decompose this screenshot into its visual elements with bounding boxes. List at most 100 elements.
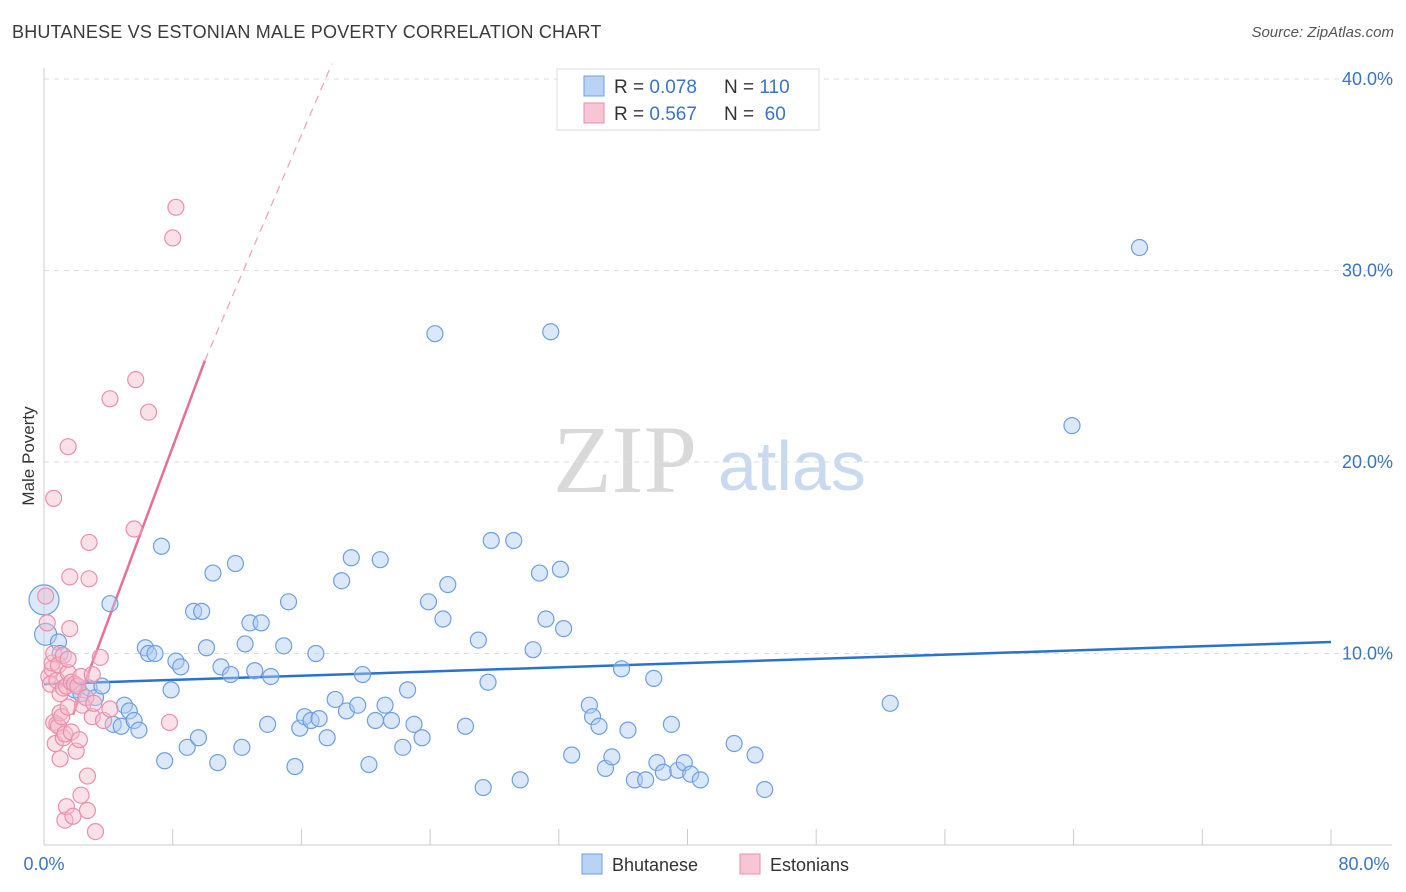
point-bhutanese	[603, 748, 621, 766]
point-bhutanese	[307, 644, 325, 663]
x-tick-label-max: 80.0%	[1338, 854, 1389, 874]
point-estonians	[37, 587, 55, 605]
point-bhutanese	[178, 738, 196, 756]
point-bhutanese	[93, 677, 111, 695]
point-bhutanese	[376, 696, 394, 714]
point-bhutanese	[371, 551, 389, 569]
legend-r-label: R =	[614, 104, 649, 125]
y-axis-label: Male Poverty	[19, 406, 38, 506]
point-bhutanese	[530, 564, 549, 582]
point-bhutanese	[474, 778, 492, 797]
point-bhutanese	[318, 729, 336, 747]
point-bhutanese	[146, 644, 164, 663]
y-tick-label-40: 40.0%	[1342, 69, 1393, 89]
point-bhutanese	[130, 721, 148, 739]
point-bhutanese	[1130, 238, 1149, 257]
svg-text:R = 0.567: R = 0.567	[614, 104, 697, 125]
point-bhutanese	[394, 738, 412, 756]
legend-n-label: N =	[724, 104, 759, 125]
point-bhutanese	[524, 641, 542, 659]
point-bhutanese	[413, 729, 431, 747]
point-bhutanese	[482, 531, 500, 550]
svg-text:N = 60: N = 60	[724, 104, 786, 125]
point-estonians	[125, 520, 143, 538]
point-estonians	[85, 694, 103, 712]
point-bhutanese	[648, 754, 666, 772]
point-bhutanese	[551, 560, 570, 578]
point-bhutanese	[542, 323, 560, 341]
grid-lines	[44, 78, 1392, 654]
point-estonians	[83, 665, 101, 684]
y-tick-label-10: 10.0%	[1342, 644, 1393, 664]
point-bhutanese	[333, 572, 351, 590]
point-bhutanese	[259, 715, 277, 733]
point-bhutanese	[275, 637, 293, 655]
point-bhutanese	[209, 754, 227, 772]
point-bhutanese	[1063, 417, 1081, 435]
series-bhutanese	[28, 238, 1149, 799]
legend-r-label: R =	[614, 77, 649, 98]
y-tick-label-30: 30.0%	[1342, 261, 1393, 281]
point-bhutanese	[349, 696, 367, 714]
point-estonians	[127, 371, 145, 389]
point-estonians	[38, 614, 56, 632]
svg-text:R = 0.078: R = 0.078	[614, 77, 697, 98]
point-bhutanese	[637, 771, 655, 789]
point-estonians	[64, 807, 82, 825]
point-estonians	[70, 731, 88, 749]
point-bhutanese	[156, 752, 174, 770]
point-bhutanese	[682, 765, 700, 783]
point-bhutanese	[456, 717, 475, 735]
point-estonians	[59, 438, 77, 456]
point-bhutanese	[262, 667, 280, 686]
point-bhutanese	[511, 771, 529, 789]
point-estonians	[72, 786, 90, 804]
point-estonians	[78, 801, 97, 820]
point-bhutanese	[612, 660, 631, 678]
point-bhutanese	[555, 620, 573, 638]
bottom-legend-label-bhutanese: Bhutanese	[612, 855, 698, 875]
point-estonians	[61, 620, 79, 638]
point-bhutanese	[286, 757, 304, 776]
point-bhutanese	[189, 729, 208, 747]
source-label: Source: ZipAtlas.com	[1251, 24, 1394, 41]
point-estonians	[59, 698, 77, 716]
point-bhutanese	[746, 746, 764, 764]
correlation-legend: R = 0.078 N = 110 R = 0.567 N = 60	[556, 68, 820, 131]
series-estonians	[37, 198, 185, 841]
y-tick-labels: 10.0% 20.0% 30.0% 40.0%	[1342, 69, 1393, 664]
point-bhutanese	[120, 702, 138, 720]
point-bhutanese	[725, 734, 743, 753]
point-bhutanese	[226, 554, 245, 573]
point-bhutanese	[654, 763, 672, 781]
legend-n-value: 60	[759, 104, 785, 125]
point-bhutanese	[583, 708, 602, 726]
svg-text:N = 110: N = 110	[724, 77, 790, 98]
legend-swatch-estonians	[583, 102, 605, 124]
point-bhutanese	[563, 746, 581, 764]
point-estonians	[86, 822, 105, 841]
point-bhutanese	[360, 755, 378, 774]
point-bhutanese	[172, 658, 190, 676]
point-bhutanese	[152, 537, 171, 555]
axes	[43, 68, 1392, 846]
point-bhutanese	[662, 715, 681, 733]
legend-r-value: 0.078	[649, 77, 697, 98]
point-bhutanese	[204, 564, 222, 582]
point-bhutanese	[236, 635, 254, 653]
point-bhutanese	[537, 610, 555, 628]
data-points	[28, 198, 1149, 841]
point-estonians	[78, 767, 97, 785]
trend-line-estonians	[71, 360, 207, 716]
point-bhutanese	[222, 665, 240, 684]
point-estonians	[59, 650, 77, 668]
y-tick-label-20: 20.0%	[1342, 452, 1393, 472]
point-estonians	[160, 713, 179, 732]
watermark-zip: ZIP	[553, 406, 697, 513]
point-estonians	[101, 390, 119, 408]
point-bhutanese	[342, 549, 360, 567]
point-bhutanese	[382, 711, 401, 730]
legend-n-label: N =	[724, 77, 759, 98]
point-bhutanese	[426, 325, 444, 343]
